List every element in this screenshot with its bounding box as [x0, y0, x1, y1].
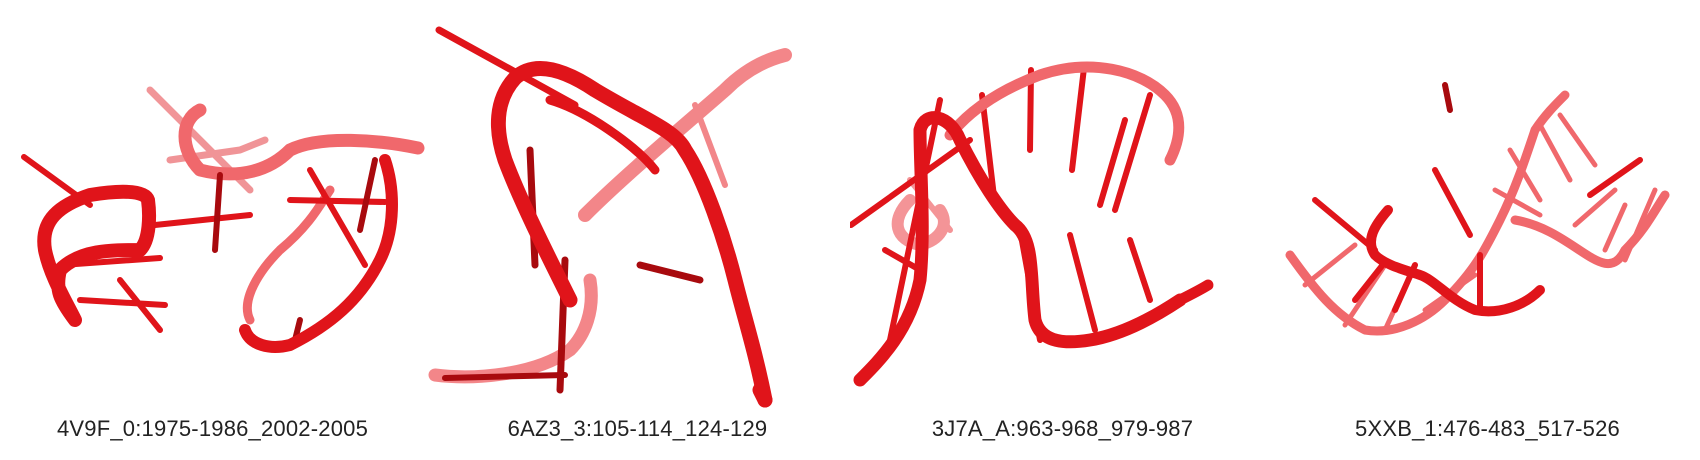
panel-4: 5XXB_1:476-483_517-526 — [1275, 0, 1700, 460]
panel-1: 4V9F_0:1975-1986_2002-2005 — [0, 0, 425, 460]
rna-structure-3 — [850, 61, 1214, 387]
panel-2: 6AZ3_3:105-114_124-129 — [425, 0, 850, 460]
panel-caption: 6AZ3_3:105-114_124-129 — [507, 416, 768, 441]
rna-structure-1 — [21, 86, 425, 353]
hairpin-loop — [944, 61, 1185, 166]
base-sticks-dark — [212, 157, 378, 343]
panel-caption: 4V9F_0:1975-1986_2002-2005 — [56, 416, 369, 441]
base-sticks-dark — [1442, 82, 1453, 113]
main-strand — [1352, 205, 1545, 317]
main-strand — [37, 154, 398, 353]
panel-caption: 5XXB_1:476-483_517-526 — [1355, 416, 1620, 441]
main-strand — [853, 111, 1214, 387]
panel-caption: 3J7A_A:963-968_979-987 — [931, 416, 1194, 441]
panel-3: 3J7A_A:963-968_979-987 — [850, 0, 1275, 460]
rna-structure-2 — [428, 26, 792, 408]
base-sticks — [21, 154, 388, 333]
background-strand — [178, 103, 425, 325]
main-strand — [435, 26, 773, 408]
rna-structure-4 — [1285, 82, 1670, 336]
